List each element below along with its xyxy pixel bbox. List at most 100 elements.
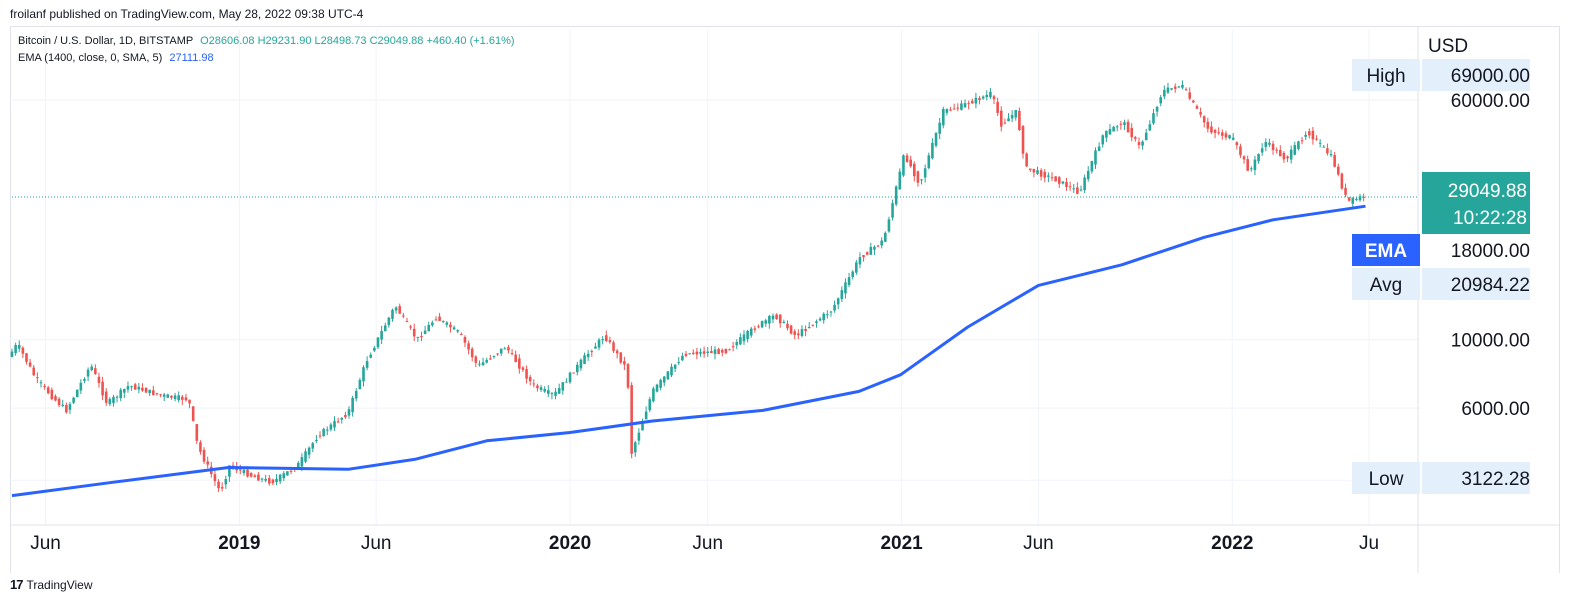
candle-body (1329, 154, 1333, 156)
candle (264, 474, 267, 483)
candle (1293, 141, 1297, 156)
candle (963, 99, 967, 108)
candle (141, 383, 144, 392)
candle-body (695, 351, 699, 355)
candle-body (789, 325, 793, 334)
candle (162, 392, 166, 402)
candle (32, 364, 36, 377)
candle (648, 396, 652, 413)
candle-body (1293, 145, 1297, 155)
candle-body (521, 367, 525, 370)
candle (927, 152, 931, 170)
candle (1086, 166, 1090, 182)
ema-label-name: EMA (1365, 241, 1408, 262)
candle (126, 381, 130, 393)
candle-body (1184, 89, 1188, 91)
candle (318, 431, 322, 439)
candle (478, 360, 481, 367)
candle-body (547, 390, 550, 394)
candle (434, 316, 438, 321)
last-price-value: 29049.88 (1448, 181, 1527, 202)
candle (311, 441, 315, 452)
last-price-badge: 29049.88 10:22:28 (1422, 172, 1530, 234)
candle-body (760, 321, 764, 328)
candle (380, 325, 383, 345)
candle (771, 313, 775, 323)
candle-body (644, 411, 648, 420)
candle (1076, 182, 1079, 195)
candle-body (402, 315, 405, 317)
candle-body (583, 355, 586, 364)
candle-body (155, 393, 159, 395)
candle (920, 179, 923, 185)
candle (1275, 147, 1278, 154)
candle-body (1307, 131, 1311, 136)
candle-body (449, 324, 452, 328)
candle-body (851, 271, 855, 278)
candle (554, 387, 557, 400)
candle-body (1065, 182, 1068, 187)
candle (1206, 117, 1210, 133)
ema-line (11, 204, 1366, 498)
candle (362, 365, 365, 387)
candle-body (431, 322, 434, 326)
candle-body (282, 473, 286, 479)
candle-body (1355, 198, 1358, 200)
candle-body (195, 424, 199, 441)
low-label-name-bg (1352, 462, 1420, 494)
candle-body (1101, 135, 1105, 145)
candle (550, 391, 554, 400)
candle-body (275, 478, 278, 483)
grid-lines (10, 30, 1420, 525)
candle-body (173, 395, 177, 400)
candle (855, 259, 858, 275)
candle-body (1344, 188, 1347, 195)
candle (572, 372, 575, 374)
candle (916, 170, 920, 187)
candle (43, 383, 46, 390)
candle-body (177, 395, 180, 401)
candle (894, 185, 898, 207)
candle-body (974, 97, 978, 104)
candle-body (423, 330, 427, 335)
candle (565, 378, 568, 383)
candle (260, 477, 264, 483)
low-label-value-bg (1422, 462, 1530, 494)
open-value: O28606.08 (200, 35, 255, 47)
avg-label-name-bg (1352, 268, 1420, 300)
candle (72, 396, 75, 404)
candle-body (456, 330, 460, 332)
candle-body (452, 327, 456, 330)
candle-body (68, 404, 72, 410)
candle-body (1163, 89, 1166, 97)
candle-body (57, 398, 61, 406)
candle-body (300, 457, 304, 467)
candle (423, 325, 427, 335)
candle (1282, 151, 1286, 163)
candle (271, 478, 275, 486)
candle-body (518, 358, 521, 369)
close-value: C29049.88 (369, 35, 424, 47)
candle-body (1021, 126, 1025, 154)
candle-body (249, 473, 253, 477)
candle (1144, 128, 1148, 141)
candle-body (75, 389, 79, 398)
candle-body (1119, 123, 1123, 125)
candle-body (891, 203, 894, 218)
candle (815, 319, 818, 328)
candle (713, 346, 717, 360)
candle (865, 251, 869, 256)
ema-legend-value: 27111.98 (169, 52, 214, 64)
candle-body (351, 397, 354, 413)
candles (10, 80, 1365, 492)
candle (213, 469, 217, 486)
candle (1278, 145, 1282, 157)
candle-body (1224, 133, 1228, 138)
candle (913, 161, 916, 182)
candle (619, 352, 623, 365)
candle-body (1340, 173, 1344, 189)
candle-body (1159, 97, 1163, 104)
candle-body (807, 327, 811, 329)
candle (224, 475, 228, 489)
